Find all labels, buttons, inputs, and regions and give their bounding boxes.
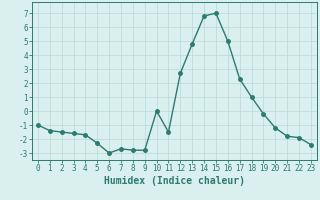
X-axis label: Humidex (Indice chaleur): Humidex (Indice chaleur) xyxy=(104,176,245,186)
